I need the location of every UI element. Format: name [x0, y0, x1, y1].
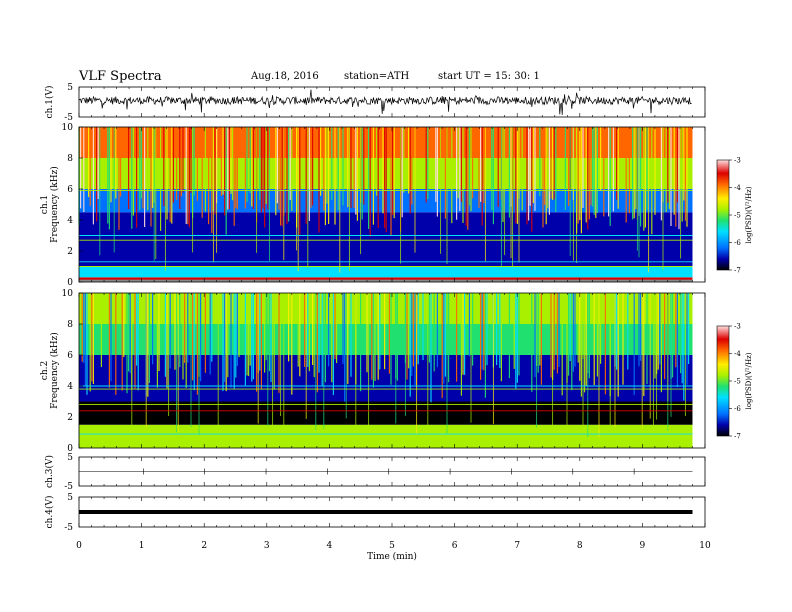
colorbar-2-tick-label: -4 [734, 350, 741, 358]
ch2_spec-band [79, 401, 693, 425]
ch1_wave-trace [78, 89, 692, 115]
colorbar-1-tick-label: -6 [734, 239, 741, 247]
colorbar-1-tick-label: -7 [734, 267, 741, 275]
ch2_spec-ytick: 4 [67, 382, 73, 392]
ch1_spec-ytick: 10 [62, 123, 74, 133]
ch1_spec-ytick: 0 [67, 278, 73, 288]
x-tick-label: 2 [201, 541, 207, 551]
ch1_spec-ytick: 6 [67, 185, 73, 195]
colorbar-1-tick-label: -5 [734, 212, 741, 220]
colorbar-2-tick-label: -6 [734, 405, 741, 413]
colorbar-2-tick-label: -5 [734, 378, 741, 386]
chart-title: VLF Spectra [79, 69, 162, 84]
colorbar-2-tick-label: -7 [734, 433, 741, 441]
ch4-waveform-panel: 5 -5 ch.4(V) [44, 493, 706, 533]
ch1_spec-ytick: 2 [67, 247, 73, 257]
ch4_wave-ytick-top: 5 [67, 493, 73, 503]
ch2-spectrogram-panel: 0 2 4 6 8 10 ch.2 Frequency (kHz) [40, 289, 706, 454]
ch2_spec-band [79, 324, 693, 355]
x-tick-label: 9 [640, 541, 646, 551]
colorbar-2-tick-label: -3 [734, 323, 741, 331]
ch1_wave-ytick-bottom: -5 [64, 113, 73, 123]
x-tick-label: 6 [452, 541, 458, 551]
ch2_spec-channel-label: ch.2 [40, 361, 50, 380]
colorbar-2-gradient [716, 325, 730, 437]
x-tick-label: 3 [264, 541, 270, 551]
ch1_spec-ylabel: Frequency (kHz) [49, 166, 60, 243]
colorbar-1-tick-label: -3 [734, 157, 741, 165]
ch2_spec-band [79, 424, 693, 448]
colorbar-1-label: log(PSD)(V²/Hz) [745, 186, 753, 243]
colorbar-1: -3 -4 -5 -6 -7 log(PSD)(V²/Hz) [716, 157, 753, 275]
ch2_spec-ytick: 6 [67, 351, 73, 361]
ch2_spec-ytick: 8 [67, 320, 73, 330]
x-tick-label: 10 [699, 541, 711, 551]
ch3_wave-ytick-bottom: -5 [64, 482, 73, 492]
date-label: Aug.18, 2016 [251, 71, 319, 82]
ch1-waveform-panel: 5 -5 ch.1(V) [44, 83, 706, 123]
ch1_spec-band [79, 266, 693, 278]
ch2_spec-ylabel: Frequency (kHz) [49, 332, 60, 409]
ch1-spectrogram-panel: 0 2 4 6 8 10 ch.1 Frequency (kHz) [40, 123, 706, 288]
colorbar-1-gradient [716, 159, 730, 271]
x-tick-label: 1 [139, 541, 145, 551]
colorbar-1-tick-label: -4 [734, 184, 741, 192]
ch2_spec-band [79, 293, 693, 324]
ch1_spec-ytick: 4 [67, 216, 73, 226]
x-tick-label: 7 [514, 541, 520, 551]
ch1_spec-dc-band [79, 279, 693, 282]
ch2_spec-ytick: 2 [67, 413, 73, 423]
ch3_wave-ytick-top: 5 [67, 453, 73, 463]
ch3_wave-ylabel: ch.3(V) [44, 455, 55, 488]
ch1_wave-ylabel: ch.1(V) [44, 86, 55, 119]
ch4_wave-ylabel: ch.4(V) [44, 496, 55, 529]
ch3-waveform-panel: 5 -5 ch.3(V) [44, 453, 706, 492]
ch4_wave-ytick-bottom: -5 [64, 523, 73, 533]
x-tick-label: 0 [76, 541, 82, 551]
ch1_spec-ytick: 8 [67, 154, 73, 164]
ch2_spec-ytick: 10 [62, 289, 74, 299]
x-tick-label: 5 [389, 541, 395, 551]
ch2_spec-band [79, 355, 693, 402]
station-label: station=ATH [344, 71, 410, 82]
ch2_spec-ytick: 0 [67, 444, 73, 454]
ch1_wave-ytick-top: 5 [67, 83, 73, 93]
colorbar-2-label: log(PSD)(V²/Hz) [745, 352, 753, 409]
x-tick-label: 4 [327, 541, 333, 551]
x-tick-label: 8 [577, 541, 583, 551]
start-time-label: start UT = 15: 30: 1 [438, 71, 540, 82]
x-axis: 0 1 2 3 4 5 6 7 8 9 10 Time (min) [76, 541, 711, 562]
ch1_spec-channel-label: ch.1 [40, 195, 50, 214]
colorbar-2: -3 -4 -5 -6 -7 log(PSD)(V²/Hz) [716, 323, 753, 441]
x-axis-label: Time (min) [367, 551, 417, 562]
